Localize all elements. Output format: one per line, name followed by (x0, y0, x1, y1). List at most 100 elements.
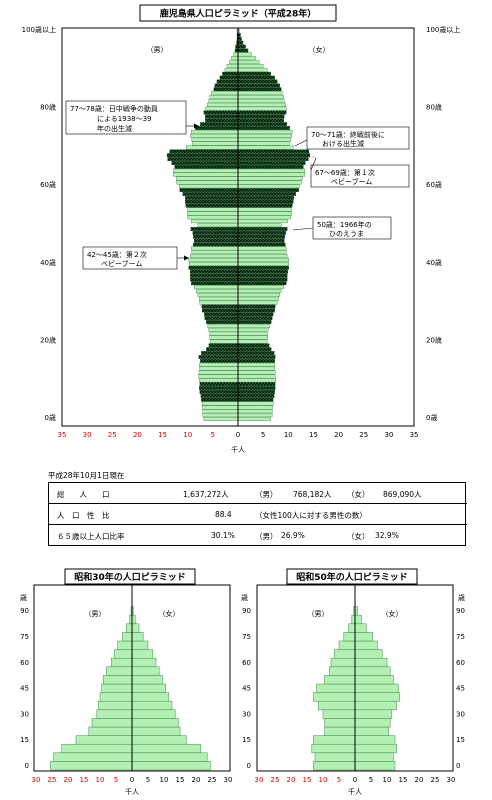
male-bar (324, 675, 356, 685)
male-bar (98, 700, 133, 711)
y-tick-label-left: 75 (242, 633, 251, 641)
male-bar (231, 56, 239, 61)
female-bar (237, 246, 287, 251)
male-bar (204, 312, 239, 317)
x-tick-label: 15 (303, 776, 312, 784)
x-tick-label: 5 (261, 431, 265, 439)
male-bar (206, 320, 239, 324)
showa30-pyramid: 昭和30年の人口ピラミッド 歳 （男） （女） 30 25 20 15 10 5 0 5 10 1… (20, 568, 232, 796)
female-bar (237, 281, 287, 286)
female-bar (237, 149, 310, 154)
annotation-hinoeuma: 50歳：1966年の ひのえうま (292, 216, 392, 240)
y-tick-label-left: 60 (20, 659, 29, 667)
female-bar (354, 735, 396, 745)
female-bar (237, 71, 271, 76)
y-tick-label-left: 20歳 (40, 335, 56, 344)
female-bar (237, 99, 285, 103)
female-bar (131, 718, 179, 728)
female-bar (237, 106, 287, 111)
x-tick-label: 5 (146, 776, 150, 784)
male-bar (199, 300, 239, 305)
female-bar (237, 289, 282, 293)
female-bar (237, 164, 304, 169)
female-bar (237, 83, 280, 88)
y-tick-label-left: 30 (20, 710, 29, 718)
female-bar (237, 389, 275, 394)
male-bar (117, 640, 133, 650)
stats-female-label: （女） (347, 532, 370, 541)
male-bar (219, 75, 239, 80)
male-bar (114, 649, 133, 659)
x-tick-label: 30 (384, 431, 393, 439)
y-tick-label-right: 60歳 (426, 180, 442, 189)
female-bar (237, 56, 256, 61)
female-bar (237, 195, 294, 200)
main-title-box (139, 4, 337, 22)
female-bar (237, 304, 276, 309)
male-bar (187, 207, 239, 212)
female-bar (237, 79, 278, 84)
female-bar (354, 614, 362, 625)
female-bar (237, 211, 292, 216)
female-bar (237, 52, 252, 57)
male-bar (50, 761, 133, 771)
female-bar (237, 285, 284, 290)
male-bar (317, 700, 356, 711)
showa30-x-axis-label: 千人 (125, 787, 139, 796)
male-bar (213, 87, 239, 92)
male-bar (324, 718, 356, 728)
female-bar (237, 130, 293, 134)
female-bar (237, 36, 242, 41)
male-bar (348, 623, 356, 633)
male-bar (201, 397, 239, 402)
male-bar (190, 269, 239, 274)
y-tick-label-left: 15 (20, 736, 29, 744)
x-tick-label: 20 (64, 776, 73, 784)
female-bar (237, 118, 284, 123)
x-tick-label: 25 (48, 776, 57, 784)
male-bar (199, 296, 239, 301)
male-bar (205, 106, 239, 111)
female-bar (354, 726, 389, 736)
female-bar (131, 700, 173, 711)
female-bar (237, 393, 275, 398)
female-bar (237, 223, 282, 227)
x-tick-label: 10 (96, 776, 105, 784)
showa50-x-axis-label: 千人 (348, 787, 362, 796)
female-bar (237, 417, 271, 421)
y-tick-label-left: 45 (20, 685, 29, 693)
showa50-title: 昭和50年の人口ピラミッド (296, 571, 408, 583)
main-female-label: （女） (309, 45, 330, 54)
female-bar (354, 692, 401, 702)
male-bar (209, 335, 239, 340)
male-bar (99, 692, 133, 702)
male-bar (102, 675, 133, 685)
male-bar (197, 292, 239, 297)
male-bar (191, 281, 239, 286)
male-bar (198, 374, 239, 379)
stats-row-sex-ratio: 人 口 性 比 88.4 （女性100人に対する男性の数） (49, 504, 467, 525)
male-bar (88, 726, 133, 736)
female-bar (237, 335, 268, 340)
female-bar (131, 692, 170, 702)
male-bar (186, 145, 239, 150)
female-bar (237, 343, 270, 348)
female-bar (354, 666, 391, 676)
x-tick-label: 35 (57, 431, 66, 439)
main-x-ticks: 35 30 25 20 15 10 5 0 5 10 15 20 25 30 35 (57, 431, 418, 439)
female-bar (237, 161, 306, 165)
y-tick-label-left: 0 (25, 762, 29, 770)
female-bar (354, 649, 383, 659)
x-tick-label: 15 (399, 776, 408, 784)
male-bar (216, 79, 239, 84)
female-bar (237, 355, 276, 359)
stats-male-value: 26.9% (281, 531, 305, 540)
female-bar (237, 230, 286, 235)
x-tick-label: 25 (108, 431, 117, 439)
y-tick-label-right: 0 (456, 762, 460, 770)
female-bar (237, 254, 288, 259)
x-tick-label: 5 (369, 776, 373, 784)
male-bar (199, 362, 239, 367)
y-tick-label-right: 40歳 (426, 258, 442, 267)
male-bar (194, 285, 239, 290)
